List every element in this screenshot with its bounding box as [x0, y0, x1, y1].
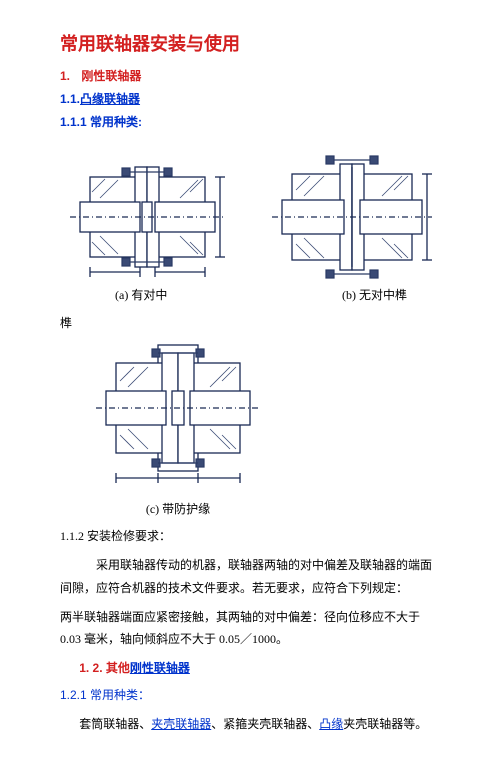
sec1-num: 1.: [60, 69, 70, 83]
section-1-2-1: 1.2.1 常用种类：: [60, 684, 442, 707]
p3-a: 套筒联轴器、: [79, 717, 151, 731]
caption-c: (c) 带防护缘: [88, 500, 268, 519]
p2-a: 两半联轴器端面应紧密接触，其两轴的对中偏差：径向位移应不大于: [60, 610, 420, 624]
page-title: 常用联轴器安装与使用: [60, 30, 442, 59]
p2-c: ／: [240, 632, 252, 646]
section-1-2: 1. 2. 其他刚性联轴器: [79, 659, 442, 678]
sec11-link[interactable]: 凸缘联轴器: [80, 92, 140, 106]
diagram-a: [60, 142, 235, 282]
paragraph-2: 两半联轴器端面应紧密接触，其两轴的对中偏差：径向位移应不大于 0.03 毫米，轴…: [60, 606, 442, 652]
section-1-1-2: 1.1.2 安装检修要求：: [60, 525, 442, 548]
caption-b: (b) 无对中榫: [342, 286, 407, 305]
p2-v3: 1000: [252, 632, 276, 646]
diagram-b: [262, 142, 442, 282]
paragraph-1: 采用联轴器传动的机器，联轴器两轴的对中偏差及联轴器的端面间隙，应符合机器的技术文…: [60, 554, 442, 600]
p3-link1[interactable]: 夹壳联轴器: [151, 717, 211, 731]
p2-b: 毫米，轴向倾斜应不大于: [81, 632, 219, 646]
p2-d: 。: [276, 632, 288, 646]
p3-b: 、紧箍夹壳联轴器、: [211, 717, 319, 731]
sec11-num: 1.1.: [60, 92, 80, 106]
sec12-link[interactable]: 刚性联轴器: [130, 661, 190, 675]
sec12-num: 1. 2. 其他: [79, 661, 130, 675]
diagram-row-1: [60, 142, 442, 282]
sec1-label: 刚性联轴器: [81, 69, 141, 83]
p3-c: 夹壳联轴器等。: [343, 717, 427, 731]
p2-v2: 0.05: [219, 632, 240, 646]
section-1-1-1: 1.1.1 常用种类:: [60, 113, 442, 132]
caption-a-hang: 榫: [60, 314, 442, 333]
section-1-1: 1.1.凸缘联轴器: [60, 90, 442, 109]
caption-a: (a) 有对中: [115, 286, 167, 305]
diagram-c-wrap: (c) 带防护缘: [88, 333, 442, 519]
section-1: 1. 刚性联轴器: [60, 67, 442, 86]
diagram-c: [88, 333, 268, 488]
caption-row-ab: (a) 有对中 (b) 无对中榫: [60, 286, 442, 305]
paragraph-3: 套筒联轴器、夹壳联轴器、紧箍夹壳联轴器、凸缘夹壳联轴器等。: [60, 713, 442, 736]
p3-link2[interactable]: 凸缘: [319, 717, 343, 731]
p2-v1: 0.03: [60, 632, 81, 646]
